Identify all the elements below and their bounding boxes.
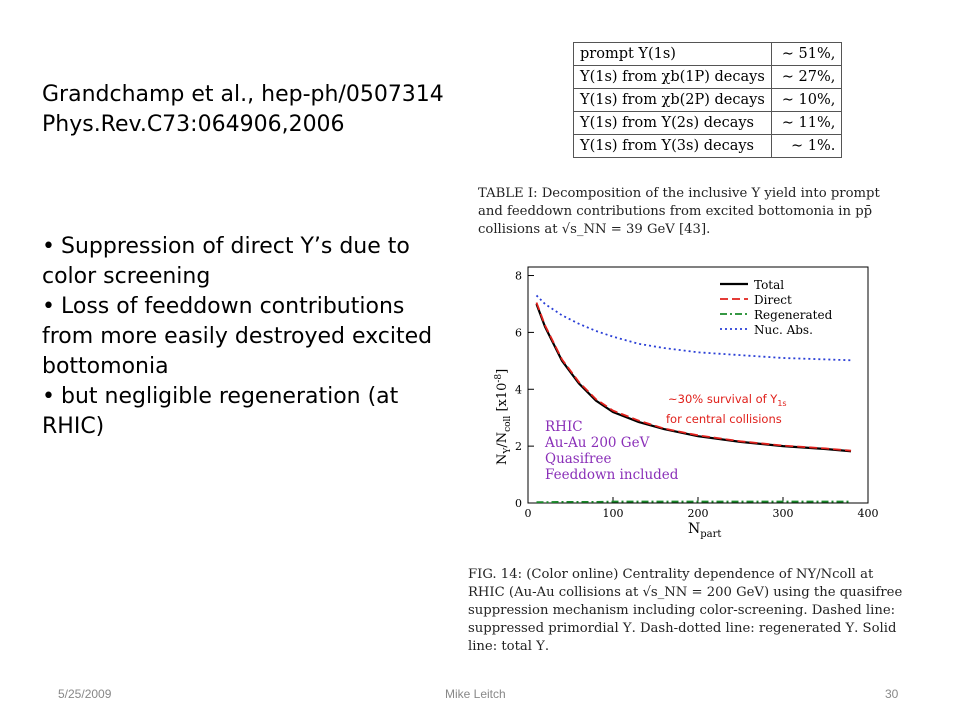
annotation-line2: for central collisions — [666, 412, 782, 426]
footer-date: 5/25/2009 — [58, 687, 112, 701]
figure-caption: FIG. 14: (Color online) Centrality depen… — [468, 567, 903, 654]
y-tick-label: 8 — [515, 270, 522, 283]
x-axis-title: Npart — [688, 521, 721, 540]
table-cell-value: ∼ 1%. — [770, 134, 843, 158]
decomposition-table: prompt Υ(1s) ∼ 51%, Υ(1s) from χb(1P) de… — [573, 42, 843, 158]
y-tick-label: 4 — [515, 383, 522, 396]
survival-annotation: ~30% survival of Υ1s — [668, 392, 787, 408]
y-axis-title: NΥ/Ncoll [x10-8] — [494, 369, 513, 465]
table-caption: TABLE I: Decomposition of the inclusive … — [478, 186, 880, 237]
legend-label-nuc-abs: Nuc. Abs. — [754, 323, 813, 337]
table-cell-label: Υ(1s) from χb(2P) decays — [573, 88, 772, 112]
table-cell-label: Υ(1s) from Υ(3s) decays — [573, 134, 772, 158]
series-line-direct — [535, 302, 852, 452]
table-cell-label: prompt Υ(1s) — [573, 42, 772, 66]
reference-block: Grandchamp et al., hep-ph/0507314 Phys.R… — [42, 80, 444, 140]
series-line-regenerated — [536, 500, 851, 504]
legend: Total Direct Regenerated Nuc. Abs. — [720, 278, 833, 337]
axis-ticks: 0 100 200 300 400 0 2 4 6 8 — [515, 270, 879, 520]
table-row: Υ(1s) from Υ(3s) decays ∼ 1%. — [573, 134, 843, 158]
suppression-chart: 0 100 200 300 400 0 2 4 6 8 Total Direct Regenera… — [494, 266, 879, 540]
table-cell-value: ∼ 51%, — [770, 42, 843, 66]
table-row: Υ(1s) from Υ(2s) decays ∼ 11%, — [573, 111, 843, 135]
y-tick-label: 0 — [515, 497, 522, 510]
legend-label-direct: Direct — [754, 293, 792, 307]
x-tick-label: 200 — [688, 507, 709, 520]
y-tick-label: 6 — [515, 326, 522, 339]
inset-labels: RHIC Au-Au 200 GeV Quasifree Feeddown in… — [544, 419, 679, 483]
reference-journal: Phys.Rev.C73:064906,2006 — [42, 112, 345, 137]
bullet-item: but negligible regeneration (at RHIC) — [42, 382, 462, 442]
bullet-list: Suppression of direct Υ’s due to color s… — [42, 232, 462, 442]
table-cell-label: Υ(1s) from χb(1P) decays — [573, 65, 772, 89]
reference-authors: Grandchamp et al., hep-ph/0507314 — [42, 82, 444, 107]
legend-label-regenerated: Regenerated — [754, 308, 833, 322]
table-cell-value: ∼ 27%, — [770, 65, 843, 89]
table-row: Υ(1s) from χb(1P) decays ∼ 27%, — [573, 65, 843, 89]
table-cell-value: ∼ 10%, — [770, 88, 843, 112]
series-group — [535, 294, 852, 504]
bullet-item: Loss of feeddown contributions from more… — [42, 292, 462, 382]
table-cell-value: ∼ 11%, — [770, 111, 843, 135]
footer-author: Mike Leitch — [445, 687, 506, 701]
inset-line: Au-Au 200 GeV — [544, 435, 650, 451]
inset-line: Feeddown included — [545, 467, 679, 483]
inset-line: Quasifree — [545, 451, 612, 467]
footer-page-number: 30 — [885, 687, 899, 701]
x-tick-label: 300 — [773, 507, 794, 520]
table-row: Υ(1s) from χb(2P) decays ∼ 10%, — [573, 88, 843, 112]
inset-line: RHIC — [545, 419, 583, 435]
table-row: prompt Υ(1s) ∼ 51%, — [573, 42, 843, 66]
x-tick-label: 0 — [525, 507, 532, 520]
annotation-line1: ~30% survival of Υ — [668, 392, 778, 406]
x-tick-label: 400 — [858, 507, 879, 520]
y-tick-label: 2 — [515, 440, 522, 453]
bullet-item: Suppression of direct Υ’s due to color s… — [42, 232, 462, 292]
annotation-subscript: 1s — [777, 399, 786, 408]
x-tick-label: 100 — [603, 507, 624, 520]
legend-label-total: Total — [754, 278, 784, 292]
table-cell-label: Υ(1s) from Υ(2s) decays — [573, 111, 772, 135]
